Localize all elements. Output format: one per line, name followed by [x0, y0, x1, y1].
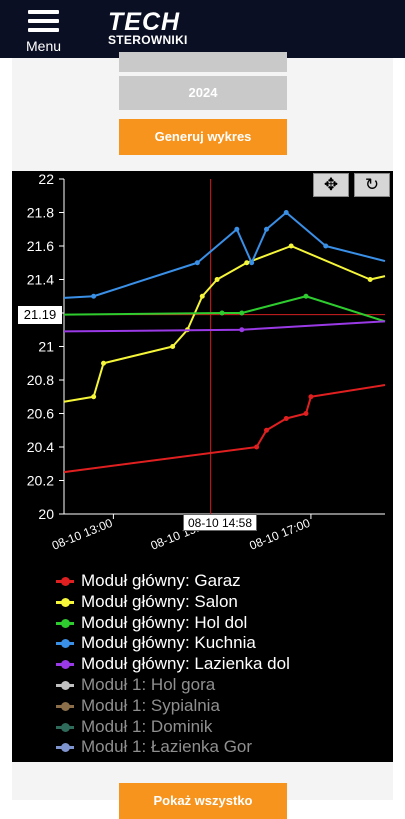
crosshair-x-label: 08-10 14:58 — [183, 514, 257, 531]
data-point — [283, 210, 289, 215]
series-line — [63, 211, 386, 299]
reset-zoom-button[interactable]: ↻ — [354, 173, 390, 197]
data-point — [308, 394, 314, 400]
data-point — [219, 310, 225, 316]
data-point — [263, 226, 269, 232]
legend-label: Moduł 1: Hol gora — [81, 674, 216, 694]
chart-legend: Moduł główny: Garaz Moduł główny: Salon Mo… — [56, 570, 290, 757]
data-point — [244, 260, 250, 266]
data-point — [263, 427, 269, 433]
series-line — [63, 320, 386, 333]
legend-item[interactable]: Moduł główny: Salon — [56, 591, 290, 612]
data-point — [199, 293, 205, 299]
y-tick-label: 21.4 — [27, 272, 54, 288]
y-tick-label: 21.6 — [27, 238, 54, 254]
temperature-chart[interactable]: 2221.821.621.421.22120.820.620.420.22008… — [12, 171, 393, 762]
y-tick-label: 21.8 — [27, 205, 54, 221]
legend-marker — [56, 577, 74, 587]
data-point — [283, 416, 289, 422]
y-tick-label: 20.2 — [27, 473, 54, 489]
legend-label: Moduł główny: Garaz — [81, 571, 241, 590]
legend-label: Moduł główny: Kuchnia — [81, 633, 256, 653]
legend-marker — [56, 681, 74, 690]
logo[interactable]: TECH STEROWNIKI — [108, 8, 188, 48]
logo-tech: TECH — [108, 8, 181, 36]
legend-item[interactable]: Moduł główny: Garaz — [56, 570, 290, 591]
x-tick-label: 08-10 17:00 — [247, 516, 312, 553]
show-all-button[interactable]: Pokaż wszystko — [119, 783, 287, 819]
year-select[interactable]: 2024 — [119, 76, 287, 110]
legend-item[interactable]: Moduł główny: Lazienka dol — [56, 653, 290, 674]
legend-marker — [56, 597, 74, 607]
generate-chart-button[interactable]: Generuj wykres — [119, 119, 287, 155]
legend-label: Moduł główny: Hol dol — [81, 612, 248, 632]
legend-item[interactable]: Moduł 1: Łazienka Gor — [56, 736, 290, 757]
top-bar: Menu TECH STEROWNIKI — [0, 0, 405, 58]
data-point — [170, 344, 176, 349]
data-point — [194, 260, 200, 266]
menu-button[interactable]: Menu — [20, 8, 72, 54]
series-line — [63, 384, 386, 474]
data-point — [239, 310, 245, 316]
legend-label: Moduł 1: Dominik — [81, 716, 213, 736]
legend-marker — [56, 701, 74, 711]
crosshair-y-label: 21.19 — [18, 306, 62, 324]
month-select[interactable] — [119, 52, 287, 72]
data-point — [101, 360, 107, 366]
legend-marker — [56, 722, 74, 732]
pan-button[interactable]: ✥ — [313, 173, 349, 197]
hamburger-icon — [28, 10, 59, 32]
legend-item[interactable]: Moduł główny: Hol dol — [56, 612, 290, 633]
legend-item[interactable]: Moduł główny: Kuchnia — [56, 632, 290, 653]
y-tick-label: 21 — [38, 339, 54, 355]
move-icon: ✥ — [323, 175, 339, 194]
y-tick-label: 20.8 — [27, 372, 54, 388]
legend-item[interactable]: Moduł 1: Sypialnia — [56, 695, 290, 716]
y-tick-label: 20.6 — [27, 406, 54, 422]
legend-label: Moduł główny: Salon — [81, 591, 238, 611]
logo-sterowniki: STEROWNIKI — [108, 33, 188, 47]
data-point — [214, 277, 220, 282]
x-tick-label: 08-10 13:00 — [50, 516, 115, 553]
legend-marker — [56, 618, 74, 628]
data-point — [303, 293, 309, 299]
data-point — [249, 260, 255, 266]
y-tick-label: 20.4 — [27, 439, 54, 455]
data-point — [239, 327, 245, 333]
legend-label: Moduł główny: Lazienka dol — [81, 654, 290, 674]
main-content: 2024 Generuj wykres 2221.821.621.421.221… — [12, 52, 393, 819]
series-line — [63, 295, 386, 323]
menu-label: Menu — [26, 38, 62, 54]
reset-icon: ↻ — [364, 175, 380, 194]
data-point — [91, 293, 97, 299]
data-point — [234, 226, 240, 232]
legend-label: Moduł 1: Łazienka Gor — [81, 737, 253, 757]
legend-item[interactable]: Moduł 1: Hol gora — [56, 674, 290, 695]
data-point — [288, 243, 294, 249]
data-point — [91, 394, 97, 400]
legend-label: Moduł 1: Sypialnia — [81, 695, 220, 715]
data-point — [367, 277, 373, 282]
data-point — [254, 444, 260, 450]
y-tick-label: 22 — [38, 171, 54, 187]
legend-marker — [56, 743, 74, 753]
data-point — [303, 411, 309, 416]
legend-marker — [56, 660, 74, 670]
y-tick-label: 20 — [38, 506, 54, 522]
legend-item[interactable]: Moduł 1: Dominik — [56, 716, 290, 737]
data-point — [323, 243, 329, 249]
legend-marker — [56, 639, 74, 649]
